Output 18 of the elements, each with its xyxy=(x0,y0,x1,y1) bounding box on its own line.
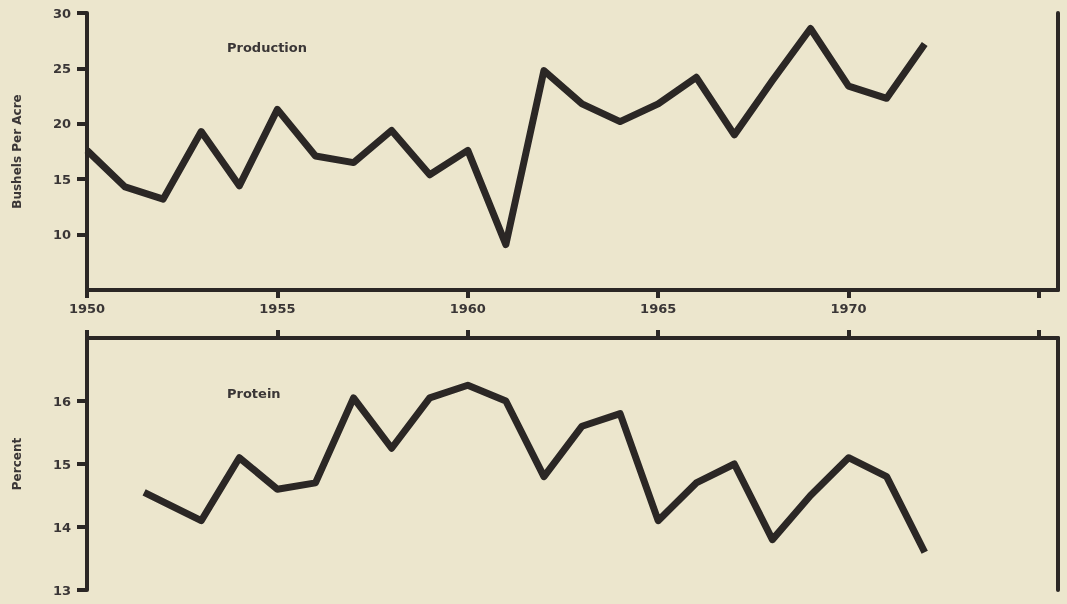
x-tick-label: 1950 xyxy=(68,301,106,316)
x-tick-label: 1965 xyxy=(640,301,677,316)
y-tick-label: 15 xyxy=(52,171,71,187)
x-tick-label: 1970 xyxy=(830,301,867,316)
y-tick-label: 20 xyxy=(52,116,71,132)
y-tick-label: 15 xyxy=(52,456,71,472)
y-tick-label: 25 xyxy=(52,60,71,76)
y-axis-title: Percent xyxy=(10,437,24,491)
y-tick-label: 13 xyxy=(52,582,71,598)
text: Protein xyxy=(227,386,281,401)
y-tick-label: 16 xyxy=(52,393,71,409)
x-tick-label: 1960 xyxy=(449,301,486,316)
y-tick-label: 30 xyxy=(52,5,71,21)
x-tick-label: 1955 xyxy=(259,301,296,316)
y-axis-title: Bushels Per Acre xyxy=(10,94,24,209)
y-tick-label: 14 xyxy=(52,519,71,535)
y-tick-label: 10 xyxy=(52,227,71,243)
text: Production xyxy=(227,40,307,55)
